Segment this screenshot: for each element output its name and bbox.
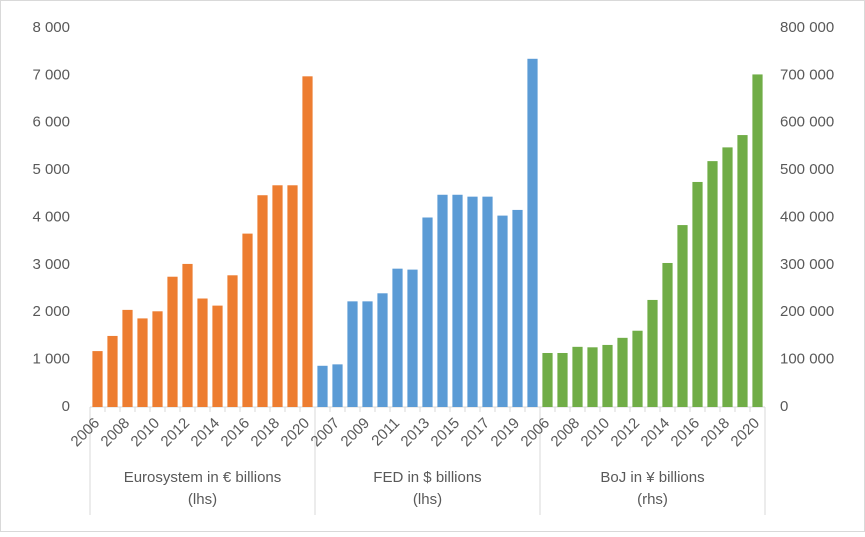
bar: [647, 299, 658, 407]
bar: [182, 263, 193, 407]
bar: [152, 311, 163, 407]
y-tick-label: 500 000: [780, 161, 834, 178]
bar: [737, 135, 748, 407]
bar: [497, 215, 508, 407]
bar: [662, 262, 673, 407]
bar: [437, 194, 448, 407]
y-tick-label: 700 000: [780, 66, 834, 83]
bar: [512, 209, 523, 407]
bar: [542, 352, 553, 407]
bar: [92, 351, 103, 407]
bar: [527, 58, 538, 407]
bar: [287, 185, 298, 407]
bar: [632, 330, 643, 407]
bar: [227, 275, 238, 407]
bar: [137, 318, 148, 407]
bar: [377, 293, 388, 407]
y-tick-label: 5 000: [32, 161, 70, 178]
bar: [587, 347, 598, 407]
bar: [302, 76, 313, 407]
group-label: BoJ in ¥ billions: [600, 469, 704, 486]
bar: [452, 194, 463, 407]
bar: [602, 344, 613, 407]
bar: [317, 365, 328, 407]
bar: [107, 335, 118, 407]
bar: [212, 305, 223, 407]
bar: [242, 233, 253, 407]
bar: [692, 181, 703, 407]
bar: [617, 337, 628, 407]
bar: [407, 269, 418, 407]
bar: [722, 147, 733, 407]
y-tick-label: 200 000: [780, 303, 834, 320]
y-tick-label: 300 000: [780, 256, 834, 273]
y-tick-label: 6 000: [32, 114, 70, 131]
y-tick-label: 4 000: [32, 208, 70, 225]
y-tick-label: 7 000: [32, 66, 70, 83]
bar: [332, 364, 343, 407]
y-tick-label: 400 000: [780, 208, 834, 225]
y-tick-label: 2 000: [32, 303, 70, 320]
y-tick-label: 800 000: [780, 19, 834, 36]
bar: [272, 185, 283, 407]
bar: [677, 225, 688, 407]
bar: [467, 196, 478, 407]
bar: [362, 301, 373, 407]
y-tick-label: 1 000: [32, 351, 70, 368]
bar: [347, 301, 358, 407]
bar: [752, 74, 763, 408]
y-tick-label: 8 000: [32, 19, 70, 36]
bar: [422, 217, 433, 407]
bar: [557, 352, 568, 407]
y-tick-label: 0: [780, 398, 788, 415]
bar: [482, 196, 493, 407]
bar: [167, 276, 178, 407]
y-tick-label: 0: [62, 398, 70, 415]
bar: [122, 309, 133, 407]
bar: [257, 195, 268, 407]
bar: [197, 298, 208, 407]
y-tick-label: 3 000: [32, 256, 70, 273]
y-tick-label: 600 000: [780, 114, 834, 131]
group-label: FED in $ billions: [373, 469, 481, 486]
group-note: (lhs): [188, 491, 217, 508]
group-label: Eurosystem in € billions: [124, 469, 282, 486]
bar: [707, 161, 718, 407]
group-note: (rhs): [637, 491, 668, 508]
bar: [572, 346, 583, 407]
y-tick-label: 100 000: [780, 351, 834, 368]
bar: [392, 268, 403, 407]
group-note: (lhs): [413, 491, 442, 508]
